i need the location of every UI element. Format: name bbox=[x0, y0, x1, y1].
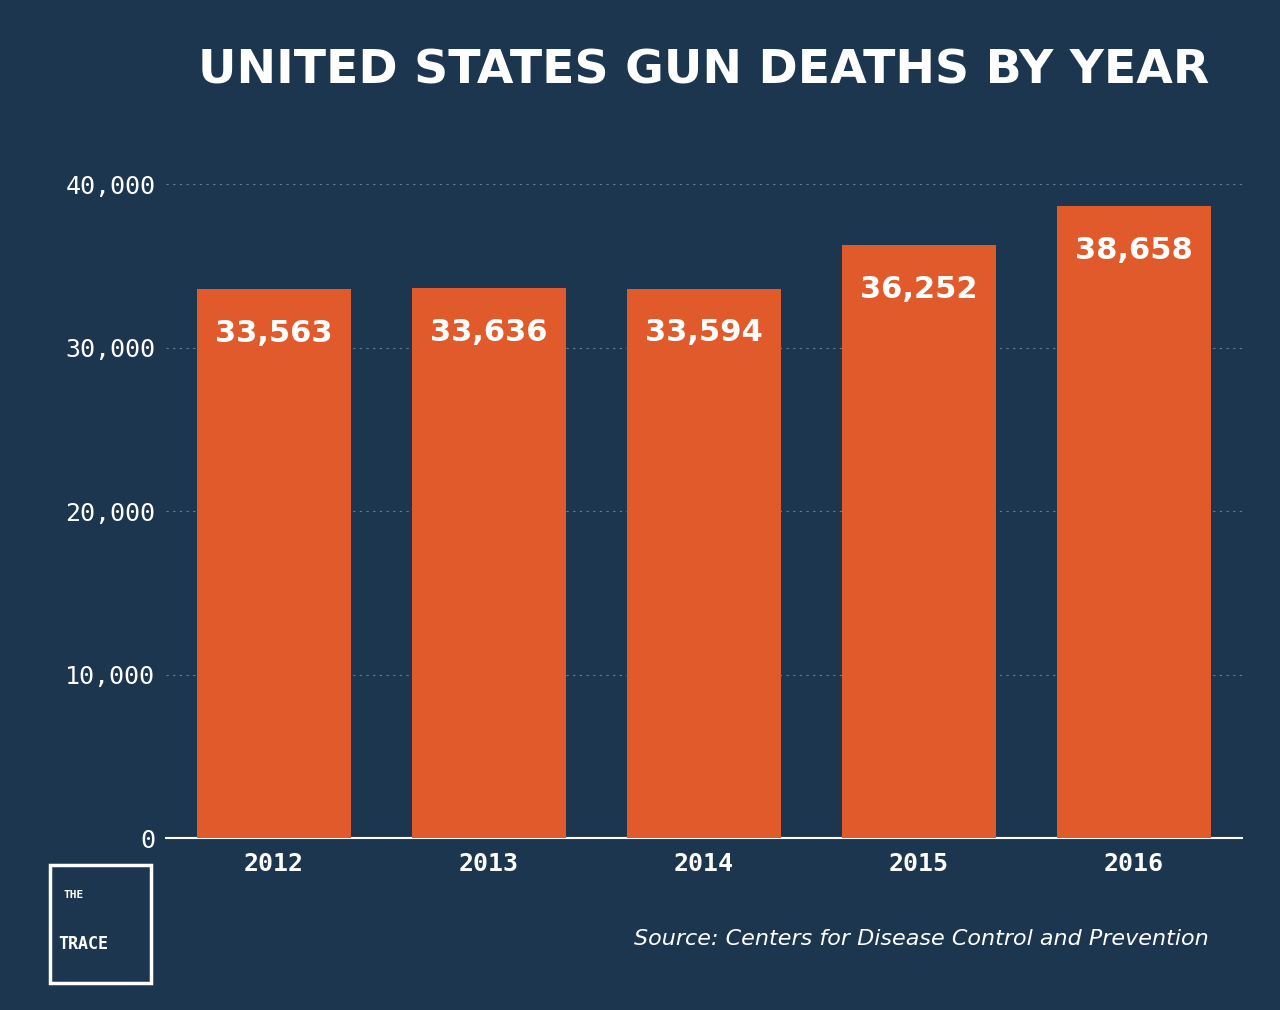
Text: TRACE: TRACE bbox=[58, 935, 108, 952]
Bar bbox=[842, 245, 996, 838]
Text: UNITED STATES GUN DEATHS BY YEAR: UNITED STATES GUN DEATHS BY YEAR bbox=[198, 48, 1210, 93]
Bar bbox=[1057, 206, 1211, 838]
Text: 38,658: 38,658 bbox=[1075, 235, 1193, 265]
Text: Source: Centers for Disease Control and Prevention: Source: Centers for Disease Control and … bbox=[634, 929, 1210, 949]
Bar bbox=[412, 288, 566, 838]
Bar bbox=[197, 290, 351, 838]
Text: 33,636: 33,636 bbox=[430, 318, 548, 346]
Text: THE: THE bbox=[64, 890, 84, 900]
Bar bbox=[627, 289, 781, 838]
Text: 33,594: 33,594 bbox=[645, 318, 763, 347]
Text: 36,252: 36,252 bbox=[860, 275, 978, 304]
Bar bbox=[50, 865, 151, 984]
Text: 33,563: 33,563 bbox=[215, 319, 333, 347]
